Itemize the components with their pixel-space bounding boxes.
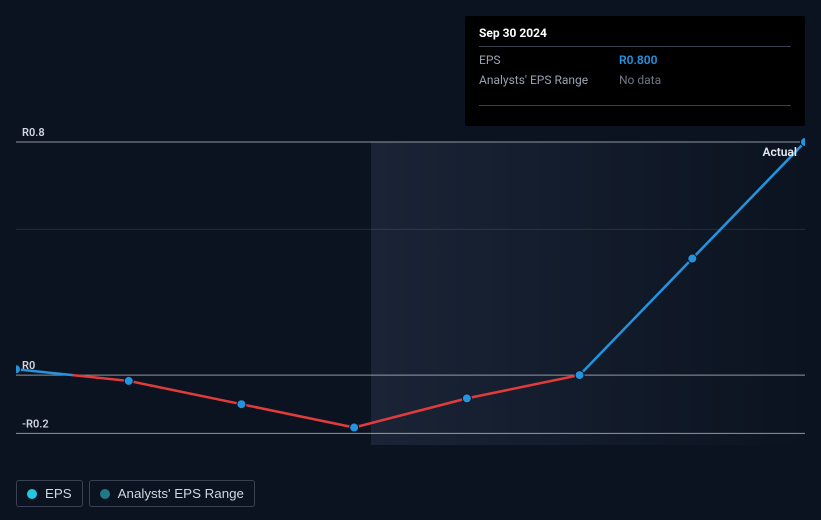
svg-text:-R0.2: -R0.2 [22,417,49,430]
tooltip-date: Sep 30 2024 [479,26,791,47]
legend-swatch-eps [27,489,37,499]
chart-legend: EPS Analysts' EPS Range [16,480,255,507]
legend-item-eps[interactable]: EPS [16,480,83,507]
tooltip-key-eps: EPS [479,53,619,67]
legend-label-eps: EPS [45,486,72,501]
tooltip-divider [479,105,791,106]
legend-item-range[interactable]: Analysts' EPS Range [89,480,255,507]
tooltip-key-range: Analysts' EPS Range [479,73,619,87]
tooltip-val-range: No data [619,73,661,87]
svg-text:Actual: Actual [762,145,797,159]
svg-text:R0.8: R0.8 [22,126,45,139]
legend-swatch-range [100,489,110,499]
legend-label-range: Analysts' EPS Range [118,486,244,501]
tooltip-val-eps: R0.800 [619,53,657,67]
chart-tooltip: Sep 30 2024 EPS R0.800 Analysts' EPS Ran… [465,16,805,126]
